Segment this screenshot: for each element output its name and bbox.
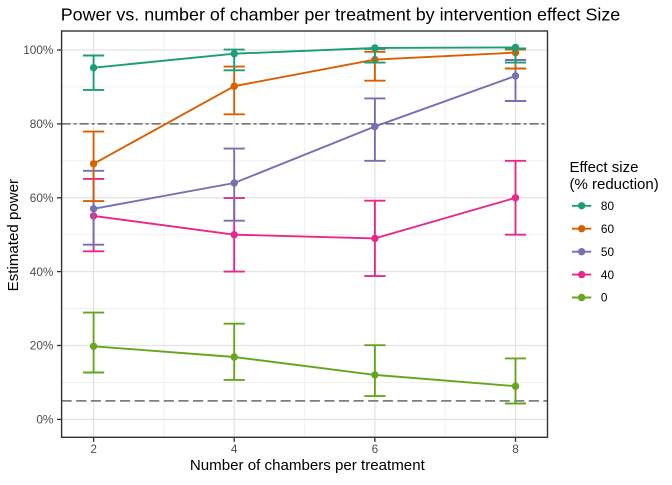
svg-text:80: 80 [601,199,615,213]
svg-text:60%: 60% [30,191,54,205]
svg-text:50: 50 [601,245,615,259]
svg-text:Number of chambers per treatme: Number of chambers per treatment [190,457,426,474]
svg-text:Power vs. number of chamber pe: Power vs. number of chamber per treatmen… [61,4,621,24]
svg-text:40: 40 [601,268,615,282]
svg-text:Estimated power: Estimated power [5,179,22,291]
svg-text:8: 8 [512,442,519,456]
svg-text:60: 60 [601,222,615,236]
svg-text:6: 6 [372,442,379,456]
svg-text:0%: 0% [36,413,54,427]
svg-text:80%: 80% [30,117,54,131]
svg-text:4: 4 [231,442,238,456]
svg-text:40%: 40% [30,265,54,279]
svg-text:Effect size: Effect size [570,159,639,176]
svg-text:100%: 100% [23,43,54,57]
svg-text:(% reduction): (% reduction) [570,176,659,193]
svg-text:0: 0 [601,291,608,305]
svg-text:2: 2 [90,442,97,456]
svg-text:20%: 20% [30,339,54,353]
